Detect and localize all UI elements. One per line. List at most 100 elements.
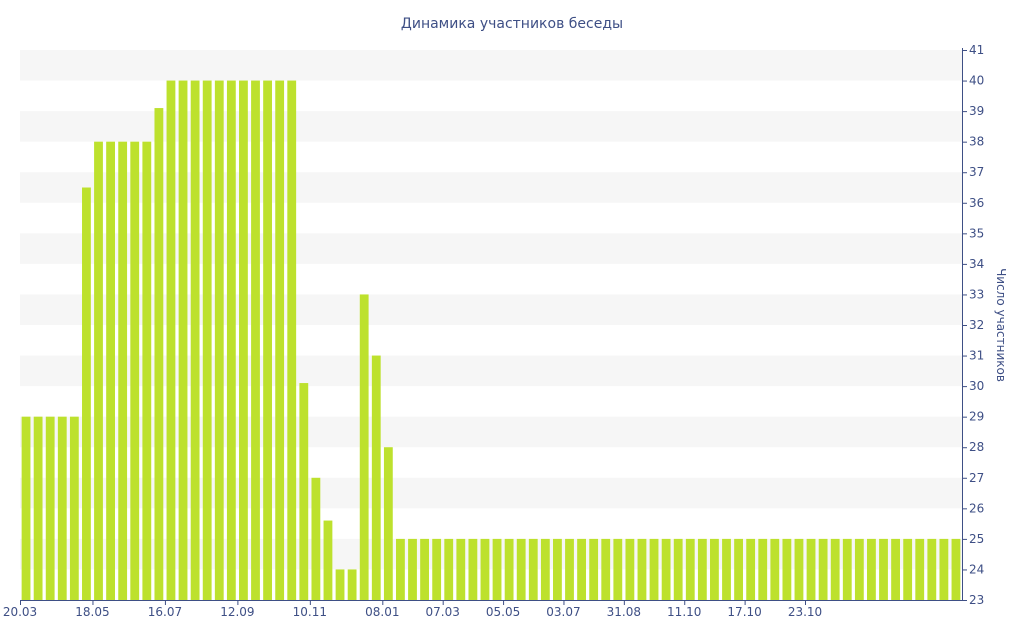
x-tick-label: 10.11 [293,605,327,619]
bar [45,416,55,600]
bar [323,520,333,600]
bar [480,538,490,600]
bar [939,538,949,600]
bar [214,80,224,600]
y-tick-label: 23 [969,593,984,607]
bar [82,187,91,600]
x-tick-label: 08.01 [365,605,399,619]
y-tick-label: 25 [969,532,984,546]
bar [396,538,405,600]
bar [190,80,200,600]
bar [432,538,442,600]
bar [239,80,248,600]
bar [673,538,683,600]
grid-band [20,233,962,264]
bar [251,80,260,600]
bar [69,416,79,600]
bar [710,538,719,600]
y-tick-label: 34 [969,257,984,271]
bar [263,80,272,600]
grid-band [20,111,962,142]
grid-band [20,294,962,325]
bar [601,538,611,600]
bar [842,538,852,600]
bar [734,538,743,600]
bar [649,538,659,600]
bar [806,538,816,600]
bar [879,538,888,600]
y-tick-label: 38 [969,135,984,149]
bar [335,569,345,600]
bar [154,108,164,600]
bar [311,477,321,600]
bar [565,538,574,600]
grid-band [20,50,962,81]
bar [770,538,780,600]
bar [118,141,128,601]
x-tick-label: 12.09 [220,605,254,619]
y-tick-label: 39 [969,104,984,118]
bar [830,538,840,600]
bar [106,141,115,601]
y-tick-label: 40 [969,74,984,88]
bar [130,141,140,601]
bar [927,538,937,600]
bar [408,538,417,600]
bar [540,538,550,600]
y-tick-label: 27 [969,471,984,485]
bar [275,80,285,600]
bar [202,80,212,600]
bar [722,538,731,600]
bar [577,538,586,600]
y-tick-label: 31 [969,349,984,363]
bar [516,538,526,600]
y-tick-label: 30 [969,379,984,393]
y-tick-label: 32 [969,318,984,332]
bar [299,383,309,600]
y-tick-label: 24 [969,562,984,576]
bar [589,538,599,600]
bar [359,294,369,600]
bar [553,538,562,600]
bar [166,80,176,600]
bar [613,538,623,600]
y-tick-label: 33 [969,287,984,301]
x-ticks: 20.03 18.05 16.07 12.09 10.11 08.01 07.03 05.05… [3,600,822,619]
y-tick-label: 36 [969,196,984,210]
x-tick-label: 31.08 [607,605,641,619]
bar [697,538,707,600]
bar [287,80,297,600]
bar [818,538,828,600]
bar [492,538,502,600]
bar [178,80,188,600]
bar [951,538,961,600]
grid-band [20,355,962,387]
x-tick-label: 05.05 [486,605,520,619]
bar [782,538,792,600]
grid-band [20,416,962,448]
bars [21,80,961,601]
bar [94,141,103,601]
x-tick-label: 16.07 [148,605,182,619]
x-tick-label: 18.05 [75,605,109,619]
bar [468,538,478,600]
bar [854,538,864,600]
y-tick-label: 29 [969,410,984,424]
bar [758,538,768,600]
grid-band [20,172,962,203]
bar [528,538,538,600]
y-tick-label: 26 [969,501,984,515]
y-ticks: 23 24 25 26 27 28 29 30 31 32 33 34 35 36 37 38 39 40 41 [962,43,984,607]
bar [57,416,67,600]
x-tick-label: 20.03 [3,605,37,619]
grid-band [20,538,962,570]
x-tick-label: 07.03 [426,605,460,619]
bar [420,538,429,600]
bar [142,141,152,601]
bar [891,538,900,600]
bar [21,416,31,600]
x-tick-label: 03.07 [546,605,580,619]
y-axis-label: Число участников [994,268,1008,382]
x-tick-label: 17.10 [727,605,761,619]
